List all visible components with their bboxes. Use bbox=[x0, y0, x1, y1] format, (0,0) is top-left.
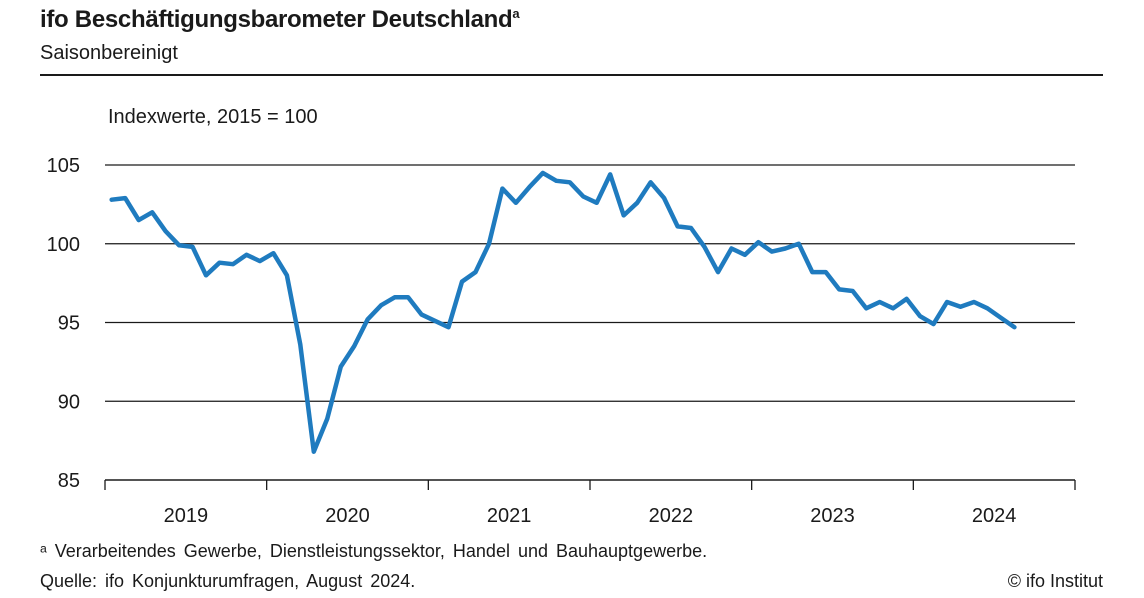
y-tick-label: 100 bbox=[47, 234, 80, 256]
title-footnote-marker: a bbox=[512, 6, 520, 21]
chart-subtitle: Saisonbereinigt bbox=[40, 42, 178, 64]
copyright: © ifo Institut bbox=[1007, 571, 1103, 591]
y-axis-label: Indexwerte, 2015 = 100 bbox=[108, 106, 318, 128]
y-tick-label: 105 bbox=[47, 155, 80, 177]
x-tick-label: 2022 bbox=[649, 505, 694, 527]
footnote: ᵃ Verarbeitendes Gewerbe, Dienstleistung… bbox=[40, 541, 708, 561]
x-tick-label: 2019 bbox=[164, 505, 209, 527]
series-layer bbox=[109, 170, 1017, 454]
y-tick-label: 85 bbox=[58, 470, 80, 492]
y-tick-label: 90 bbox=[58, 391, 80, 413]
y-tick-labels: 85 90 95 100 105 bbox=[47, 155, 80, 492]
y-tick-label: 95 bbox=[58, 313, 80, 335]
gridlines bbox=[105, 164, 1075, 402]
series-line bbox=[109, 170, 1017, 454]
x-tick-label: 2020 bbox=[325, 505, 370, 527]
x-axis: 2019 2020 2021 2022 2023 2024 bbox=[104, 479, 1076, 527]
x-tick-label: 2021 bbox=[487, 505, 532, 527]
x-tick-label: 2024 bbox=[972, 505, 1017, 527]
x-tick-label: 2023 bbox=[810, 505, 855, 527]
header-rule bbox=[40, 74, 1103, 76]
source-note: Quelle: ifo Konjunkturumfragen, August 2… bbox=[40, 571, 416, 591]
chart-title: ifo Beschäftigungsbarometer Deutschlanda bbox=[40, 6, 520, 33]
